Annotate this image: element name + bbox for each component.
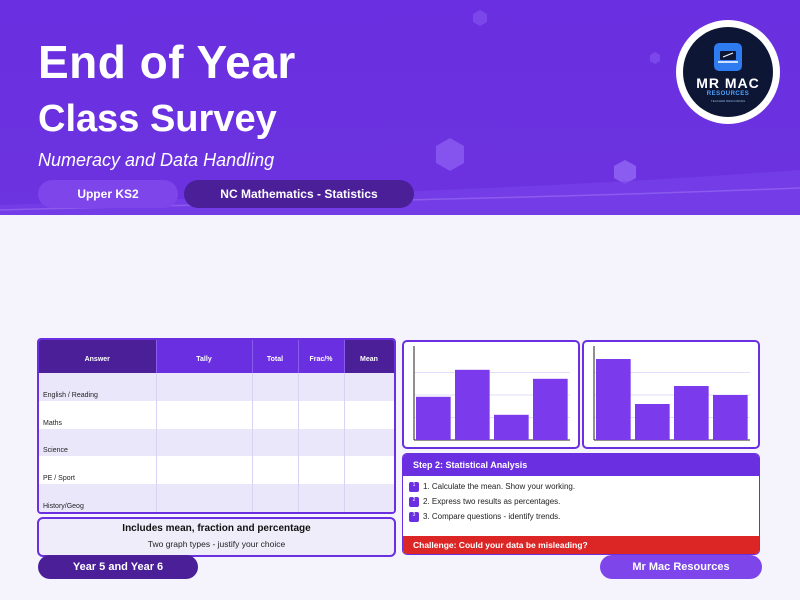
bar <box>416 396 451 440</box>
row-label: PE / Sport <box>39 456 157 485</box>
bar-chart-2 <box>582 340 760 449</box>
logo-small-text: TEACHER RESOURCES <box>710 99 746 103</box>
laptop-icon <box>714 43 742 71</box>
frac-cell[interactable] <box>298 456 345 485</box>
curriculum-pill: NC Mathematics - Statistics <box>184 180 414 208</box>
mean-cell[interactable] <box>344 373 394 401</box>
total-cell[interactable] <box>252 400 299 429</box>
step-item-text: 1. Calculate the mean. Show your working… <box>423 482 576 492</box>
table-row: English / Reading <box>39 373 394 401</box>
bar <box>533 378 568 440</box>
frac-cell[interactable] <box>298 484 345 512</box>
step-item: 2 2. Express two results as percentages. <box>409 497 560 507</box>
step-item-text: 3. Compare questions - identify trends. <box>423 512 561 522</box>
tally-cell[interactable] <box>156 428 253 457</box>
header-banner: End of Year Class Survey Numeracy and Da… <box>0 0 800 215</box>
level-pill: Upper KS2 <box>38 180 178 208</box>
bar <box>635 404 670 440</box>
note-subtitle: Two graph types - justify your choice <box>147 539 286 549</box>
bar <box>713 395 748 440</box>
row-label: History/Geog <box>39 484 157 512</box>
total-cell[interactable] <box>252 428 299 457</box>
table-row: Maths <box>39 400 394 429</box>
page-title-line2: Class Survey <box>38 98 277 140</box>
bar-chart-1-svg <box>413 346 570 441</box>
step-badge: 3 <box>409 512 419 522</box>
step-item-text: 2. Express two results as percentages. <box>423 497 561 507</box>
bar-chart-2-svg <box>593 346 750 441</box>
tally-cell[interactable] <box>156 400 253 429</box>
row-label: Maths <box>39 400 157 429</box>
col-tally: Tally <box>156 340 253 373</box>
logo: MR MAC RESOURCES TEACHER RESOURCES <box>676 20 780 124</box>
mean-cell[interactable] <box>344 484 394 512</box>
total-cell[interactable] <box>252 373 299 401</box>
analysis-panel: Step 2: Statistical Analysis 1 1. Calcula… <box>402 453 760 555</box>
row-label: Science <box>39 428 157 457</box>
challenge-banner: Challenge: Could your data be misleading… <box>403 536 759 554</box>
bar-chart-1 <box>402 340 580 449</box>
logo-name: MR MAC <box>696 75 760 91</box>
frac-cell[interactable] <box>298 400 345 429</box>
frac-cell[interactable] <box>298 373 345 401</box>
mean-cell[interactable] <box>344 428 394 457</box>
col-frac: Frac/% <box>298 340 345 373</box>
mean-cell[interactable] <box>344 400 394 429</box>
table-row: PE / Sport <box>39 456 394 485</box>
logo-badge: MR MAC RESOURCES TEACHER RESOURCES <box>683 27 773 117</box>
step-title: Step 2: Statistical Analysis <box>403 454 759 476</box>
brand-pill: Mr Mac Resources <box>600 555 762 579</box>
mean-cell[interactable] <box>344 456 394 485</box>
step-item: 1 1. Calculate the mean. Show your workin… <box>409 482 575 492</box>
total-cell[interactable] <box>252 456 299 485</box>
col-answer: Answer <box>39 340 157 373</box>
total-cell[interactable] <box>252 484 299 512</box>
table-header: Answer Tally Total Frac/% Mean <box>39 340 394 373</box>
year-pill: Year 5 and Year 6 <box>38 555 198 579</box>
col-total: Total <box>252 340 299 373</box>
tally-cell[interactable] <box>156 373 253 401</box>
note-title: Includes mean, fraction and percentage <box>122 523 311 534</box>
bar <box>674 386 709 440</box>
frac-cell[interactable] <box>298 428 345 457</box>
logo-tagline: RESOURCES <box>706 91 750 97</box>
table-row: Science <box>39 428 394 457</box>
table-row: History/Geog <box>39 484 394 512</box>
info-note: Includes mean, fraction and percentage T… <box>37 517 396 557</box>
tally-cell[interactable] <box>156 456 253 485</box>
tally-table: Answer Tally Total Frac/% Mean English /… <box>37 338 396 514</box>
page-title: End of Year <box>38 36 296 88</box>
step-badge: 1 <box>409 482 419 492</box>
tally-cell[interactable] <box>156 484 253 512</box>
step-badge: 2 <box>409 497 419 507</box>
row-label: English / Reading <box>39 373 157 401</box>
bar <box>494 414 529 440</box>
bar <box>596 359 631 440</box>
step-item: 3 3. Compare questions - identify trends. <box>409 512 560 522</box>
bar <box>455 369 490 440</box>
col-mean: Mean <box>344 340 394 373</box>
page-subtitle: Numeracy and Data Handling <box>38 150 275 170</box>
